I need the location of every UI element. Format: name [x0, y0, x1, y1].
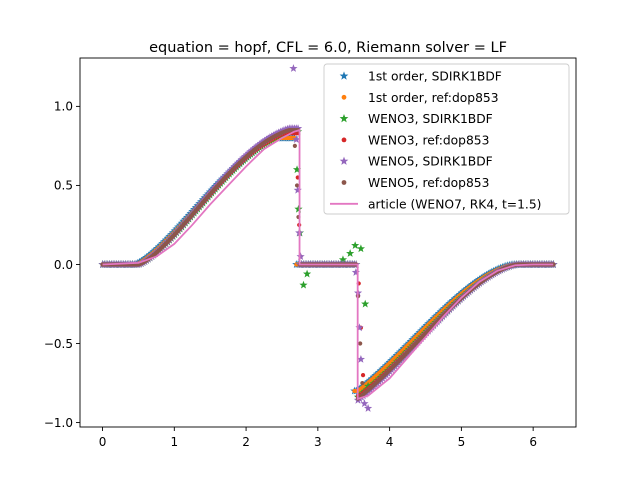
data-point: [351, 268, 360, 276]
data-point: [292, 143, 297, 149]
legend-handle: [339, 71, 349, 80]
legend-label: article (WENO7, RK4, t=1.5): [368, 197, 541, 211]
legend-label: WENO5, ref:dop853: [368, 176, 489, 190]
data-point: [363, 381, 373, 390]
legend-handle: [339, 114, 349, 123]
legend-label: 1st order, SDIRK1BDF: [368, 70, 502, 84]
series-7: [102, 128, 554, 401]
x-tick-label: 1: [170, 435, 178, 449]
y-tick-label: 1.0: [54, 100, 73, 114]
legend-label: 1st order, ref:dop853: [368, 91, 499, 105]
data-point: [551, 262, 556, 267]
x-tick-label: 0: [99, 435, 107, 449]
y-tick-label: −1.0: [44, 416, 73, 430]
data-point: [294, 183, 300, 188]
legend-handle: [341, 180, 347, 185]
series-line: [102, 128, 554, 401]
x-tick-label: 5: [458, 435, 466, 449]
data-point: [293, 185, 302, 194]
y-tick-label: 0.0: [54, 258, 73, 272]
data-point: [302, 269, 312, 278]
data-point: [292, 165, 302, 174]
axes: 0 1 2 3 4 5 6 −1.0 −0.5 0.0 0.5 1.0: [44, 57, 577, 449]
y-tick-label: −0.5: [44, 337, 73, 351]
data-point: [355, 323, 364, 332]
series-marks: [98, 64, 558, 412]
data-point: [360, 399, 369, 408]
legend-label: WENO5, SDIRK1BDF: [368, 155, 493, 169]
x-tick-label: 2: [242, 435, 250, 449]
data-point: [292, 135, 301, 144]
x-tick-label: 3: [314, 435, 322, 449]
data-point: [356, 355, 365, 363]
legend-label: WENO3, ref:dop853: [368, 133, 489, 147]
data-point: [356, 244, 365, 253]
plot-area: [98, 64, 558, 412]
axes-frame: [79, 57, 577, 428]
x-tick-label: 6: [529, 435, 537, 449]
data-point: [296, 252, 305, 261]
data-point: [294, 204, 303, 213]
data-point: [299, 280, 308, 289]
chart-title: equation = hopf, CFL = 6.0, Riemann solv…: [149, 40, 507, 56]
y-tick-label: 0.5: [54, 179, 73, 193]
legend-handle: [339, 156, 349, 165]
data-point: [338, 255, 348, 264]
data-point: [360, 380, 365, 386]
legend-box: [323, 63, 570, 215]
legend: 1st order, SDIRK1BDF 1st order, ref:dop85…: [323, 63, 570, 215]
x-tick-label: 4: [386, 435, 394, 449]
legend-label: WENO3, SDIRK1BDF: [368, 112, 493, 126]
data-point: [289, 64, 298, 72]
legend-handle: [341, 137, 347, 143]
data-point: [360, 373, 366, 378]
data-point: [351, 241, 360, 249]
data-point: [363, 404, 373, 412]
data-point: [346, 249, 355, 257]
data-point: [361, 299, 370, 308]
legend-handle: [341, 94, 347, 100]
data-point: [358, 341, 363, 346]
